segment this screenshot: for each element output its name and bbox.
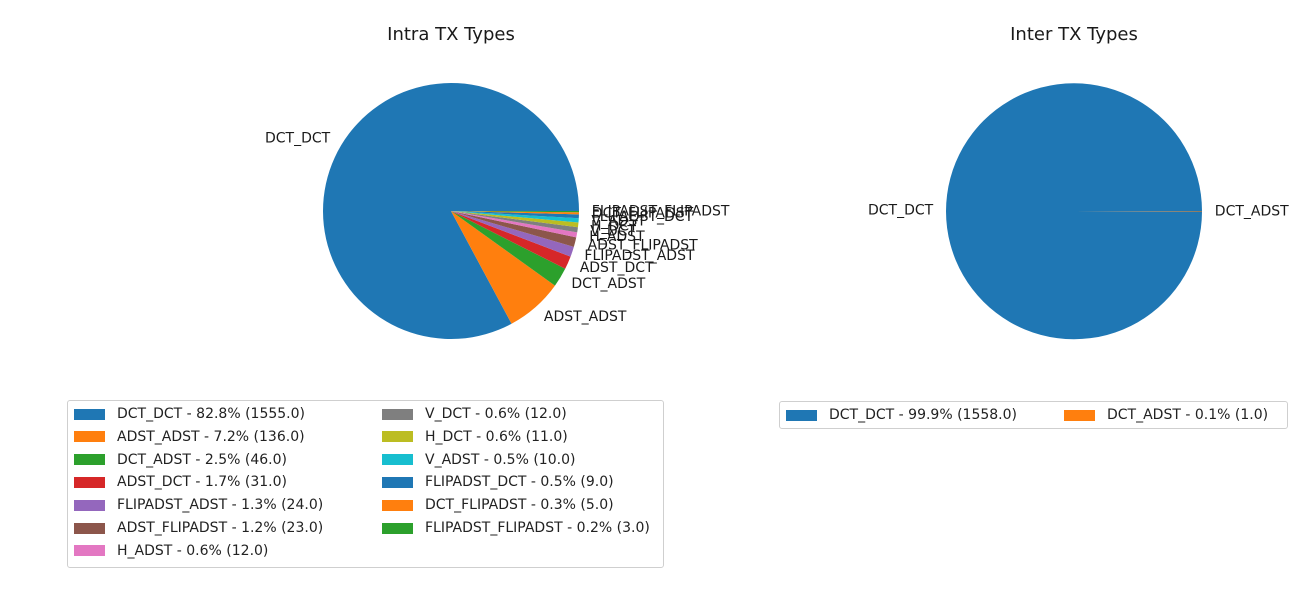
legend-label: FLIPADST_FLIPADST - 0.2% (3.0): [425, 520, 650, 536]
pie-slice-h-adst: [451, 211, 578, 238]
pie-slice-adst-adst: [451, 211, 555, 324]
legend-item-dct-dct: DCT_DCT - 82.8% (1555.0): [74, 403, 305, 425]
legend-swatch: [382, 499, 413, 511]
intra-chart-title: Intra TX Types: [387, 24, 515, 45]
pie-label-flipadst-adst: FLIPADST_ADST: [584, 248, 695, 264]
pie-slice-v-adst: [451, 211, 579, 223]
legend-label: H_ADST - 0.6% (12.0): [117, 542, 269, 559]
pie-slice-dct-adst: [1074, 211, 1203, 212]
pie-slice-dct-adst: [451, 211, 566, 286]
pie-label-flipadst-flipadst: FLIPADST_FLIPADST: [592, 204, 730, 220]
pie-slice-flipadst-dct: [451, 211, 579, 219]
legend-item-dct-adst: DCT_ADST - 0.1% (1.0): [1064, 404, 1268, 426]
inter-legend: DCT_DCT - 99.9% (1558.0) DCT_ADST - 0.1% …: [779, 401, 1288, 429]
legend-item-flipadst-flipadst: FLIPADST_FLIPADST - 0.2% (3.0): [382, 517, 650, 539]
legend-label: H_DCT - 0.6% (11.0): [425, 428, 568, 445]
legend-item-adst-dct: ADST_DCT - 1.7% (31.0): [74, 471, 287, 493]
legend-swatch: [1064, 409, 1095, 421]
legend-swatch: [74, 545, 105, 557]
legend-item-v-adst: V_ADST - 0.5% (10.0): [382, 449, 575, 471]
legend-item-h-dct: H_DCT - 0.6% (11.0): [382, 426, 568, 448]
pie-slice-dct-dct: [323, 82, 580, 339]
pie-slice-flipadst-adst: [451, 211, 574, 257]
legend-label: DCT_FLIPADST - 0.3% (5.0): [425, 497, 614, 514]
legend-item-dct-dct: DCT_DCT - 99.9% (1558.0): [786, 404, 1017, 426]
inter-pie: DCT_DCT DCT_ADST: [868, 83, 1289, 340]
pie-label-dct-flipadst: DCT_FLIPADST: [592, 206, 694, 222]
legend-label: ADST_ADST - 7.2% (136.0): [117, 428, 305, 445]
pie-slice-dct-dct: [946, 83, 1202, 340]
pie-label-h-dct: H_DCT: [591, 218, 638, 234]
legend-label: ADST_DCT - 1.7% (31.0): [117, 474, 287, 491]
pie-label-dct-adst: DCT_ADST: [571, 276, 645, 292]
legend-label: FLIPADST_DCT - 0.5% (9.0): [425, 474, 614, 491]
legend-label: V_DCT - 0.6% (12.0): [425, 406, 567, 422]
legend-swatch: [74, 476, 105, 488]
pie-slice-dct-flipadst: [451, 211, 579, 215]
legend-swatch: [74, 522, 105, 534]
legend-swatch: [74, 408, 105, 420]
legend-item-flipadst-dct: FLIPADST_DCT - 0.5% (9.0): [382, 471, 614, 493]
pie-label-v-dct: V_DCT: [590, 224, 636, 240]
pie-slice-adst-dct: [451, 211, 571, 269]
legend-swatch: [74, 499, 105, 511]
pie-label-dct-adst: DCT_ADST: [1215, 203, 1289, 219]
pie-slice-flipadst-flipadst: [451, 211, 579, 213]
intra-pie: DCT_DCTADST_ADSTDCT_ADSTADST_DCTFLIPADST…: [265, 82, 730, 339]
legend-swatch: [382, 431, 413, 443]
legend-label: ADST_FLIPADST - 1.2% (23.0): [117, 520, 324, 536]
legend-item-adst-adst: ADST_ADST - 7.2% (136.0): [74, 426, 305, 448]
pie-label-adst-dct: ADST_DCT: [580, 260, 654, 276]
legend-item-dct-flipadst: DCT_FLIPADST - 0.3% (5.0): [382, 494, 614, 516]
legend-label: V_ADST - 0.5% (10.0): [425, 451, 576, 468]
legend-item-adst-flipadst: ADST_FLIPADST - 1.2% (23.0): [74, 517, 323, 539]
legend-item-flipadst-adst: FLIPADST_ADST - 1.3% (24.0): [74, 494, 323, 516]
legend-item-dct-adst: DCT_ADST - 2.5% (46.0): [74, 449, 287, 471]
pie-label-v-adst: V_ADST: [591, 213, 646, 229]
inter-chart-title: Inter TX Types: [1010, 24, 1138, 45]
legend-label: DCT_ADST - 0.1% (1.0): [1107, 407, 1269, 423]
pie-label-dct-dct: DCT_DCT: [868, 203, 934, 219]
pie-label-adst-flipadst: ADST_FLIPADST: [588, 237, 699, 253]
pie-label-flipadst-dct: FLIPADST_DCT: [592, 209, 694, 225]
legend-label: DCT_DCT - 99.9% (1558.0): [829, 407, 1018, 423]
intra-legend: DCT_DCT - 82.8% (1555.0) ADST_ADST - 7.2%…: [67, 400, 664, 568]
legend-swatch: [382, 476, 413, 488]
legend-swatch: [382, 522, 413, 534]
legend-item-h-adst: H_ADST - 0.6% (12.0): [74, 540, 268, 562]
legend-swatch: [786, 409, 817, 421]
pie-slice-v-dct: [451, 211, 578, 233]
legend-label: DCT_ADST - 2.5% (46.0): [117, 451, 287, 468]
legend-swatch: [74, 431, 105, 443]
legend-label: FLIPADST_ADST - 1.3% (24.0): [117, 497, 324, 514]
legend-swatch: [74, 454, 105, 466]
legend-swatch: [382, 454, 413, 466]
pie-label-h-adst: H_ADST: [589, 229, 645, 245]
pie-slice-h-dct: [451, 211, 579, 228]
legend-item-v-dct: V_DCT - 0.6% (12.0): [382, 403, 567, 425]
legend-label: DCT_DCT - 82.8% (1555.0): [117, 406, 306, 422]
pie-label-adst-adst: ADST_ADST: [544, 309, 627, 325]
legend-swatch: [382, 408, 413, 420]
pie-slice-adst-flipadst: [451, 211, 577, 247]
pie-label-dct-dct: DCT_DCT: [265, 131, 331, 147]
